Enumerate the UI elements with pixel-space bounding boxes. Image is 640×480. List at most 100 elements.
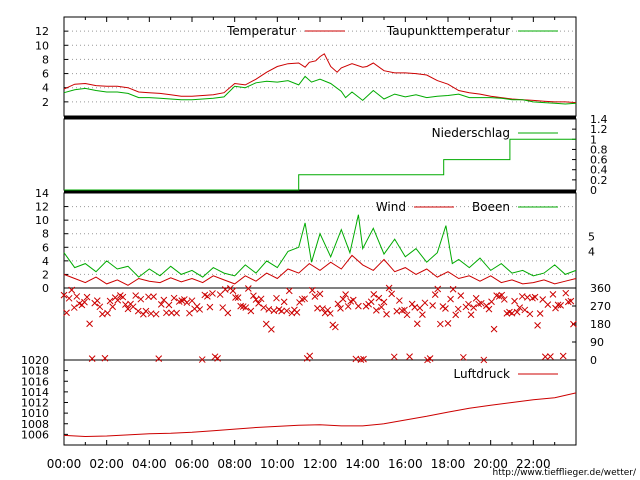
x-tick-label: 06:00 xyxy=(175,457,210,471)
wind-direction-marker xyxy=(219,304,227,311)
x-tick-label: 10:00 xyxy=(260,457,295,471)
wind-direction-marker xyxy=(549,291,557,298)
wind-direction-marker xyxy=(293,309,301,316)
series-line-boeen xyxy=(63,214,577,278)
legend-label-taupunkttemperatur: Taupunkttemperatur xyxy=(386,24,510,38)
wind-direction-marker xyxy=(349,296,357,304)
wind-direction-marker xyxy=(114,296,122,304)
wind-direction-marker xyxy=(516,304,524,312)
y-tick-label: 0.8 xyxy=(590,143,608,156)
wind-direction-marker xyxy=(129,303,137,311)
legend-label-wind: Wind xyxy=(376,200,406,214)
wind-direction-marker xyxy=(257,295,265,303)
wind-direction-marker xyxy=(380,298,388,306)
wind-direction-marker xyxy=(224,309,232,317)
wind-direction-marker xyxy=(229,287,237,295)
wind-direction-marker xyxy=(498,291,506,299)
series-line-taupunkttemperatur xyxy=(63,75,577,105)
y-tick-label: 1008 xyxy=(21,418,49,431)
wind-direction-marker xyxy=(209,290,216,297)
wind-direction-marker xyxy=(444,320,452,327)
wind-direction-marker xyxy=(104,309,111,317)
y-tick-label: 0.4 xyxy=(590,164,608,177)
wind-direction-marker xyxy=(383,310,390,318)
wind-direction-marker xyxy=(314,304,321,312)
wind-direction-marker xyxy=(319,305,326,312)
wind-direction-marker xyxy=(244,285,252,292)
wind-direction-marker xyxy=(431,291,439,298)
wind-direction-marker xyxy=(283,307,291,315)
y-tick-label: 1012 xyxy=(21,397,49,410)
y-tick-label: 1016 xyxy=(21,375,49,388)
wind-direction-marker xyxy=(242,304,250,311)
wind-direction-marker xyxy=(170,294,178,302)
wind-direction-marker xyxy=(547,353,554,360)
wind-direction-marker xyxy=(534,322,541,329)
x-tick-label: 08:00 xyxy=(217,457,252,471)
wind-direction-marker xyxy=(157,301,165,308)
source-url: http://www.tiefflieger.de/wetter/ xyxy=(493,468,637,478)
wind-direction-marker xyxy=(232,294,239,301)
wind-direction-marker xyxy=(357,356,365,363)
y-tick-label: 4 xyxy=(42,82,49,95)
wind-direction-marker xyxy=(316,290,324,298)
wind-direction-marker xyxy=(165,301,173,309)
wind-direction-marker xyxy=(132,292,140,299)
x-tick-label: 12:00 xyxy=(303,457,338,471)
x-tick-label: 18:00 xyxy=(431,457,466,471)
y-tick-label: 270 xyxy=(590,300,611,313)
wind-direction-marker xyxy=(196,306,204,313)
wind-direction-marker xyxy=(483,302,490,310)
wind-direction-marker xyxy=(337,305,344,312)
wind-direction-marker xyxy=(457,292,465,299)
wind-direction-marker xyxy=(324,306,332,314)
wind-direction-marker xyxy=(134,307,142,315)
wind-direction-marker xyxy=(81,298,88,306)
wind-direction-marker xyxy=(142,307,150,315)
wind-direction-marker xyxy=(73,293,81,300)
wind-direction-marker xyxy=(434,285,442,293)
legend-label-niederschlag: Niederschlag xyxy=(432,126,510,140)
wind-direction-marker xyxy=(183,299,191,306)
wind-direction-marker xyxy=(306,352,314,360)
wind-direction-marker xyxy=(216,291,224,298)
wind-direction-marker xyxy=(436,320,444,328)
wind-direction-marker xyxy=(308,286,316,294)
wind-direction-marker xyxy=(559,352,567,360)
wind-direction-marker xyxy=(60,291,68,299)
wind-direction-marker xyxy=(214,354,221,362)
series-line-niederschlag xyxy=(64,138,576,191)
y-tick-label: 1010 xyxy=(21,407,49,420)
wind-direction-marker xyxy=(552,304,559,312)
wind-direction-marker xyxy=(472,294,480,302)
wind-direction-marker xyxy=(326,310,334,317)
wind-direction-marker xyxy=(513,308,521,316)
x-tick-label: 00:00 xyxy=(47,457,82,471)
wind-direction-marker xyxy=(416,304,424,312)
wind-direction-marker xyxy=(262,320,270,328)
wind-direction-marker xyxy=(570,320,577,328)
wind-direction-marker xyxy=(339,295,347,303)
y-tick-label: 8 xyxy=(42,228,49,241)
y-tick-label: 360 xyxy=(590,282,611,295)
y-tick-label: 1.2 xyxy=(590,123,608,136)
wind-direction-marker xyxy=(562,289,570,297)
y-tick-label: 1 xyxy=(590,133,597,146)
legend-label-boeen: Boeen xyxy=(472,200,510,214)
wind-direction-marker xyxy=(255,300,262,307)
wind-direction-marker xyxy=(370,291,378,298)
wind-direction-marker xyxy=(401,306,408,314)
wind-direction-marker xyxy=(68,286,76,294)
y-tick-label: 8 xyxy=(42,53,49,66)
wind-direction-marker xyxy=(490,325,498,333)
y-tick-label: 1018 xyxy=(21,365,49,378)
x-tick-label: 04:00 xyxy=(132,457,167,471)
wind-direction-marker xyxy=(429,302,436,309)
wind-direction-marker xyxy=(160,296,168,304)
wind-direction-marker xyxy=(101,354,109,362)
y-tick-label: 180 xyxy=(590,318,611,331)
wind-direction-marker xyxy=(406,353,413,361)
wind-direction-marker xyxy=(413,320,421,328)
y-tick-label: 12 xyxy=(35,201,49,214)
wind-direction-marker xyxy=(265,306,273,313)
